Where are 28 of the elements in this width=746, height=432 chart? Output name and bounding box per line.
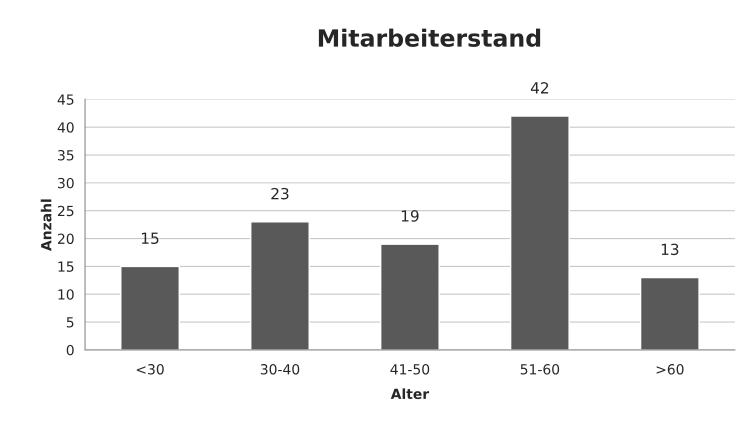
y-tick-label: 5 [66, 317, 74, 328]
data-label: 23 [271, 188, 288, 200]
x-tick-label: 41-50 [390, 364, 430, 375]
y-tick-label: 15 [58, 262, 74, 272]
chart-title: Mitarbeiterstand [318, 28, 540, 47]
data-label: 42 [530, 82, 548, 94]
y-tick-label: 25 [58, 206, 74, 216]
x-tick-label: 30-40 [260, 364, 300, 375]
bar [120, 266, 180, 350]
y-tick-label: 10 [58, 289, 74, 300]
bar [380, 243, 440, 350]
x-tick-label: <30 [136, 364, 164, 375]
data-label: 15 [142, 232, 158, 244]
y-axis-title: Anzahl [40, 199, 52, 251]
y-tick-label: 30 [58, 178, 74, 188]
x-axis-title: Alter [390, 388, 430, 400]
x-tick-label: 51-60 [520, 364, 560, 375]
y-tick-label: 20 [58, 234, 74, 244]
bar [510, 115, 570, 350]
y-tick-label: 45 [58, 94, 74, 105]
x-tick-label: >60 [656, 364, 684, 375]
y-tick-label: 35 [58, 150, 74, 161]
y-tick-label: 40 [58, 122, 74, 133]
bar [250, 221, 310, 350]
y-tick-label: 0 [66, 344, 74, 356]
data-label: 19 [402, 210, 419, 222]
data-label: 13 [662, 244, 678, 256]
bar [640, 276, 700, 350]
